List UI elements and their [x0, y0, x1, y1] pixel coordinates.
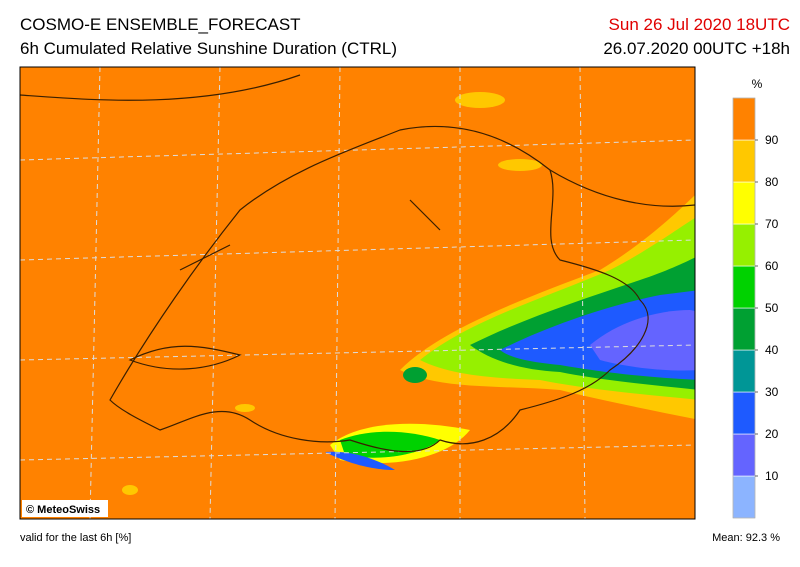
title: COSMO-E ENSEMBLE_FORECAST	[20, 15, 301, 34]
colorbar-band	[732, 475, 756, 519]
colorbar-unit: %	[752, 77, 763, 91]
footer-mean: Mean: 92.3 %	[712, 532, 780, 544]
colorbar-band	[732, 181, 756, 225]
subtitle: 6h Cumulated Relative Sunshine Duration …	[20, 39, 397, 58]
colorbar-tick-label: 40	[765, 343, 779, 357]
colorbar-band	[732, 265, 756, 309]
colorbar-tick-label: 10	[765, 469, 779, 483]
colorbar: % 10 20 30 40 50 60 70 80 90	[732, 77, 779, 519]
colorbar-tick-label: 30	[765, 385, 779, 399]
colorbar-band	[732, 433, 756, 477]
field-10	[590, 310, 695, 371]
map: © MeteoSwiss	[19, 66, 696, 520]
credit-box	[22, 500, 108, 517]
colorbar-band	[732, 97, 756, 141]
valid-time: Sun 26 Jul 2020 18UTC	[609, 15, 790, 34]
map-frame	[19, 66, 696, 520]
colorbar-tick-label: 70	[765, 217, 779, 231]
colorbar-band	[732, 307, 756, 351]
colorbar-tick-label: 80	[765, 175, 779, 189]
field-blob	[235, 404, 255, 412]
credit: © MeteoSwiss	[26, 504, 100, 516]
colorbar-tick-label: 50	[765, 301, 779, 315]
run-time: 26.07.2020 00UTC +18h	[603, 39, 790, 58]
colorbar-band	[732, 139, 756, 183]
colorbar-tick-label: 20	[765, 427, 779, 441]
field-blob	[455, 92, 505, 108]
field-blob	[403, 367, 427, 383]
graticule	[20, 67, 695, 519]
colorbar-band	[732, 223, 756, 267]
colorbar-tick-label: 90	[765, 133, 779, 147]
colorbar-tick-label: 60	[765, 259, 779, 273]
field-blob	[122, 485, 138, 495]
colorbar-band	[732, 391, 756, 435]
field-blob	[498, 159, 542, 171]
field-25	[325, 451, 395, 470]
footer-note: valid for the last 6h [%]	[20, 532, 131, 544]
borders	[20, 74, 695, 453]
colorbar-band	[732, 349, 756, 393]
